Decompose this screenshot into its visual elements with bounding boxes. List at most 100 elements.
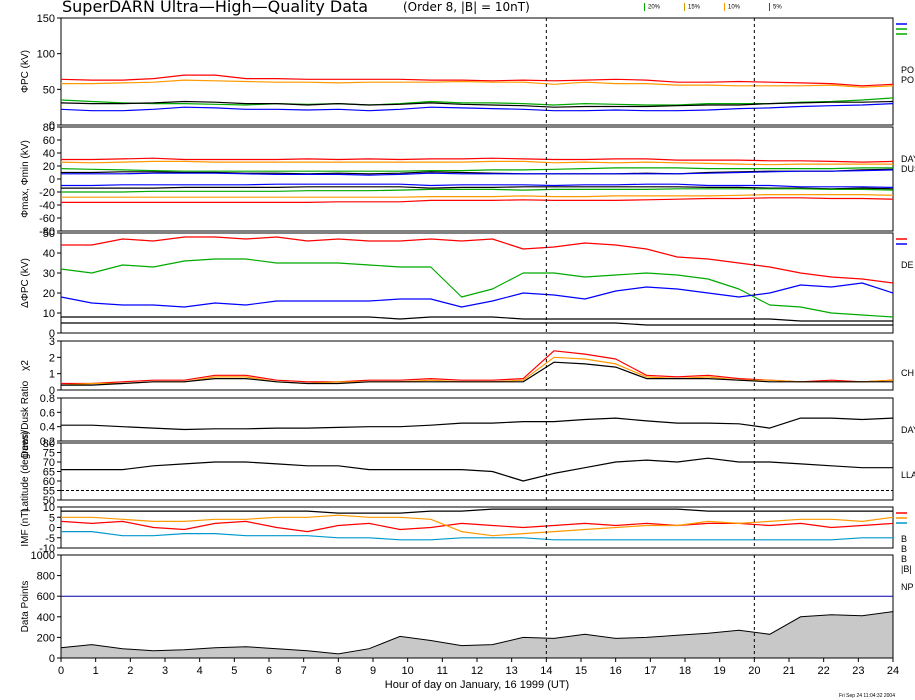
x-tick-label: 14: [540, 665, 552, 677]
panel-frame-chi2: [60, 340, 894, 391]
series-line-phi_max_min-2: [60, 167, 893, 172]
right-label-phi_max_min: DAY: [901, 154, 915, 164]
x-tick-label: 21: [783, 665, 795, 677]
panel-frame-phi_max_min: [60, 126, 894, 232]
y-tick-label-delta_phi: 50: [43, 228, 55, 240]
series-line-latitude-0: [61, 457, 893, 482]
y-tick-label-chi2: 3: [49, 336, 55, 348]
x-tick-label: 17: [644, 665, 656, 677]
series-line-delta_phi-4: [61, 322, 893, 326]
y-tick-label-delta_phi: 10: [43, 308, 55, 320]
y-tick-label-phi_pc: 0: [49, 120, 55, 132]
legend-label-5: 5%: [773, 4, 782, 11]
x-tick-label: 9: [370, 665, 376, 677]
y-tick-label-data_points: 0: [49, 653, 55, 665]
y-tick-label-phi_max_min: -60: [39, 213, 55, 225]
legend-swatch-20: [644, 3, 645, 11]
y-axis-label-latitude: Latitude (degrees): [20, 431, 31, 512]
series-line-phi_max_min-7: [61, 188, 894, 193]
right-label-imf: B: [901, 554, 907, 564]
x-tick-label: 19: [714, 665, 726, 677]
series-line-phi_max_min-5: [61, 183, 894, 188]
y-tick-label-dawn_dusk_ratio: 0.4: [40, 422, 55, 434]
x-tick-label: 0: [58, 665, 64, 677]
y-tick-label-delta_phi: 40: [43, 248, 55, 260]
y-axis-label-chi2: χ2: [20, 360, 31, 371]
y-tick-label-data_points: 600: [37, 591, 55, 603]
series-line-phi_max_min-1: [60, 160, 893, 166]
right-label-dawn_dusk_ratio: DAY: [901, 425, 915, 435]
right-label-imf: |B|: [901, 564, 912, 574]
y-axis-label-data_points: Data Points: [20, 581, 31, 633]
y-tick-label-chi2: 1: [49, 369, 55, 381]
y-tick-label-latitude: 80: [43, 438, 55, 450]
y-axis-label-imf: IMF (nT): [20, 508, 31, 546]
legend-item-5: 5%: [769, 3, 782, 11]
y-tick-label-delta_phi: 30: [43, 268, 55, 280]
series-line-imf-0: [61, 508, 893, 514]
x-tick-label: 2: [127, 665, 133, 677]
right-label-delta_phi: DE: [901, 260, 914, 270]
y-tick-label-dawn_dusk_ratio: 0.8: [40, 393, 55, 405]
x-tick-label: 7: [301, 665, 307, 677]
legend-swatch-15: [684, 3, 685, 11]
x-tick-label: 12: [471, 665, 483, 677]
y-tick-label-data_points: 800: [37, 571, 55, 583]
y-tick-label-chi2: 0: [49, 385, 55, 397]
y-tick-label-phi_pc: 150: [37, 13, 55, 25]
y-tick-label-phi_max_min: 0: [49, 174, 55, 186]
panel-frame-latitude: [60, 442, 894, 501]
panel-frame-phi_pc: [60, 17, 894, 126]
y-axis-label-phi_max_min: Φmax, Φmin (kV): [20, 140, 31, 218]
series-line-delta_phi-0: [61, 236, 894, 284]
series-line-phi_max_min-8: [61, 194, 894, 198]
x-tick-label: 15: [575, 665, 587, 677]
panel-frame-delta_phi: [60, 232, 894, 334]
y-tick-label-imf: 10: [43, 502, 55, 514]
y-tick-label-phi_pc: 50: [43, 84, 55, 96]
y-tick-label-latitude: 65: [43, 467, 55, 479]
series-line-imf-2: [61, 514, 894, 537]
y-tick-label-latitude: 60: [43, 476, 55, 488]
x-tick-label: 20: [748, 665, 760, 677]
y-tick-label-phi_max_min: 20: [43, 161, 55, 173]
series-line-chi2-1: [60, 356, 894, 386]
y-tick-label-imf: -5: [45, 533, 55, 545]
x-tick-label: 8: [335, 665, 341, 677]
y-tick-label-phi_max_min: 80: [43, 122, 55, 134]
y-tick-label-delta_phi: 0: [49, 328, 55, 340]
legend-label-10: 10%: [728, 4, 741, 11]
x-tick-label: 3: [162, 665, 168, 677]
y-tick-label-data_points: 200: [37, 632, 55, 644]
series-line-delta_phi-2: [60, 282, 894, 308]
figure-subtitle: (Order 8, |B| = 10nT): [403, 0, 530, 14]
y-tick-label-imf: 5: [49, 512, 55, 524]
legend-item-15: 15%: [684, 3, 700, 11]
series-line-dawn_dusk_ratio-0: [61, 417, 894, 431]
legend-item-10: 10%: [724, 3, 740, 11]
y-axis-label-dawn_dusk_ratio: Dawn/Dusk Ratio: [20, 380, 31, 458]
x-tick-label: 16: [610, 665, 622, 677]
y-tick-label-phi_max_min: -20: [39, 187, 55, 199]
x-tick-label: 22: [818, 665, 830, 677]
legend-swatch-10: [724, 3, 725, 11]
right-label-imf: B: [901, 544, 907, 554]
right-label-imf: B: [901, 534, 907, 544]
y-tick-label-data_points: 1000: [31, 550, 55, 562]
series-line-chi2-0: [61, 350, 894, 385]
x-tick-label: 10: [402, 665, 414, 677]
legend-label-15: 15%: [688, 4, 701, 11]
legend-item-20: 20%: [644, 3, 660, 11]
series-line-imf-1: [60, 520, 894, 533]
x-tick-label: 23: [852, 665, 864, 677]
x-axis-label: Hour of day on January, 16 1999 (UT): [385, 679, 569, 691]
right-label-phi_pc: PO: [901, 75, 914, 85]
x-tick-label: 6: [266, 665, 272, 677]
y-tick-label-imf: 0: [49, 523, 55, 535]
right-label-data_points: NP: [901, 582, 914, 592]
y-tick-label-data_points: 400: [37, 612, 55, 624]
right-label-chi2: CH: [901, 368, 914, 378]
series-line-phi_max_min-9: [61, 197, 894, 203]
y-tick-label-latitude: 70: [43, 457, 55, 469]
y-tick-label-dawn_dusk_ratio: 0.6: [40, 407, 55, 419]
